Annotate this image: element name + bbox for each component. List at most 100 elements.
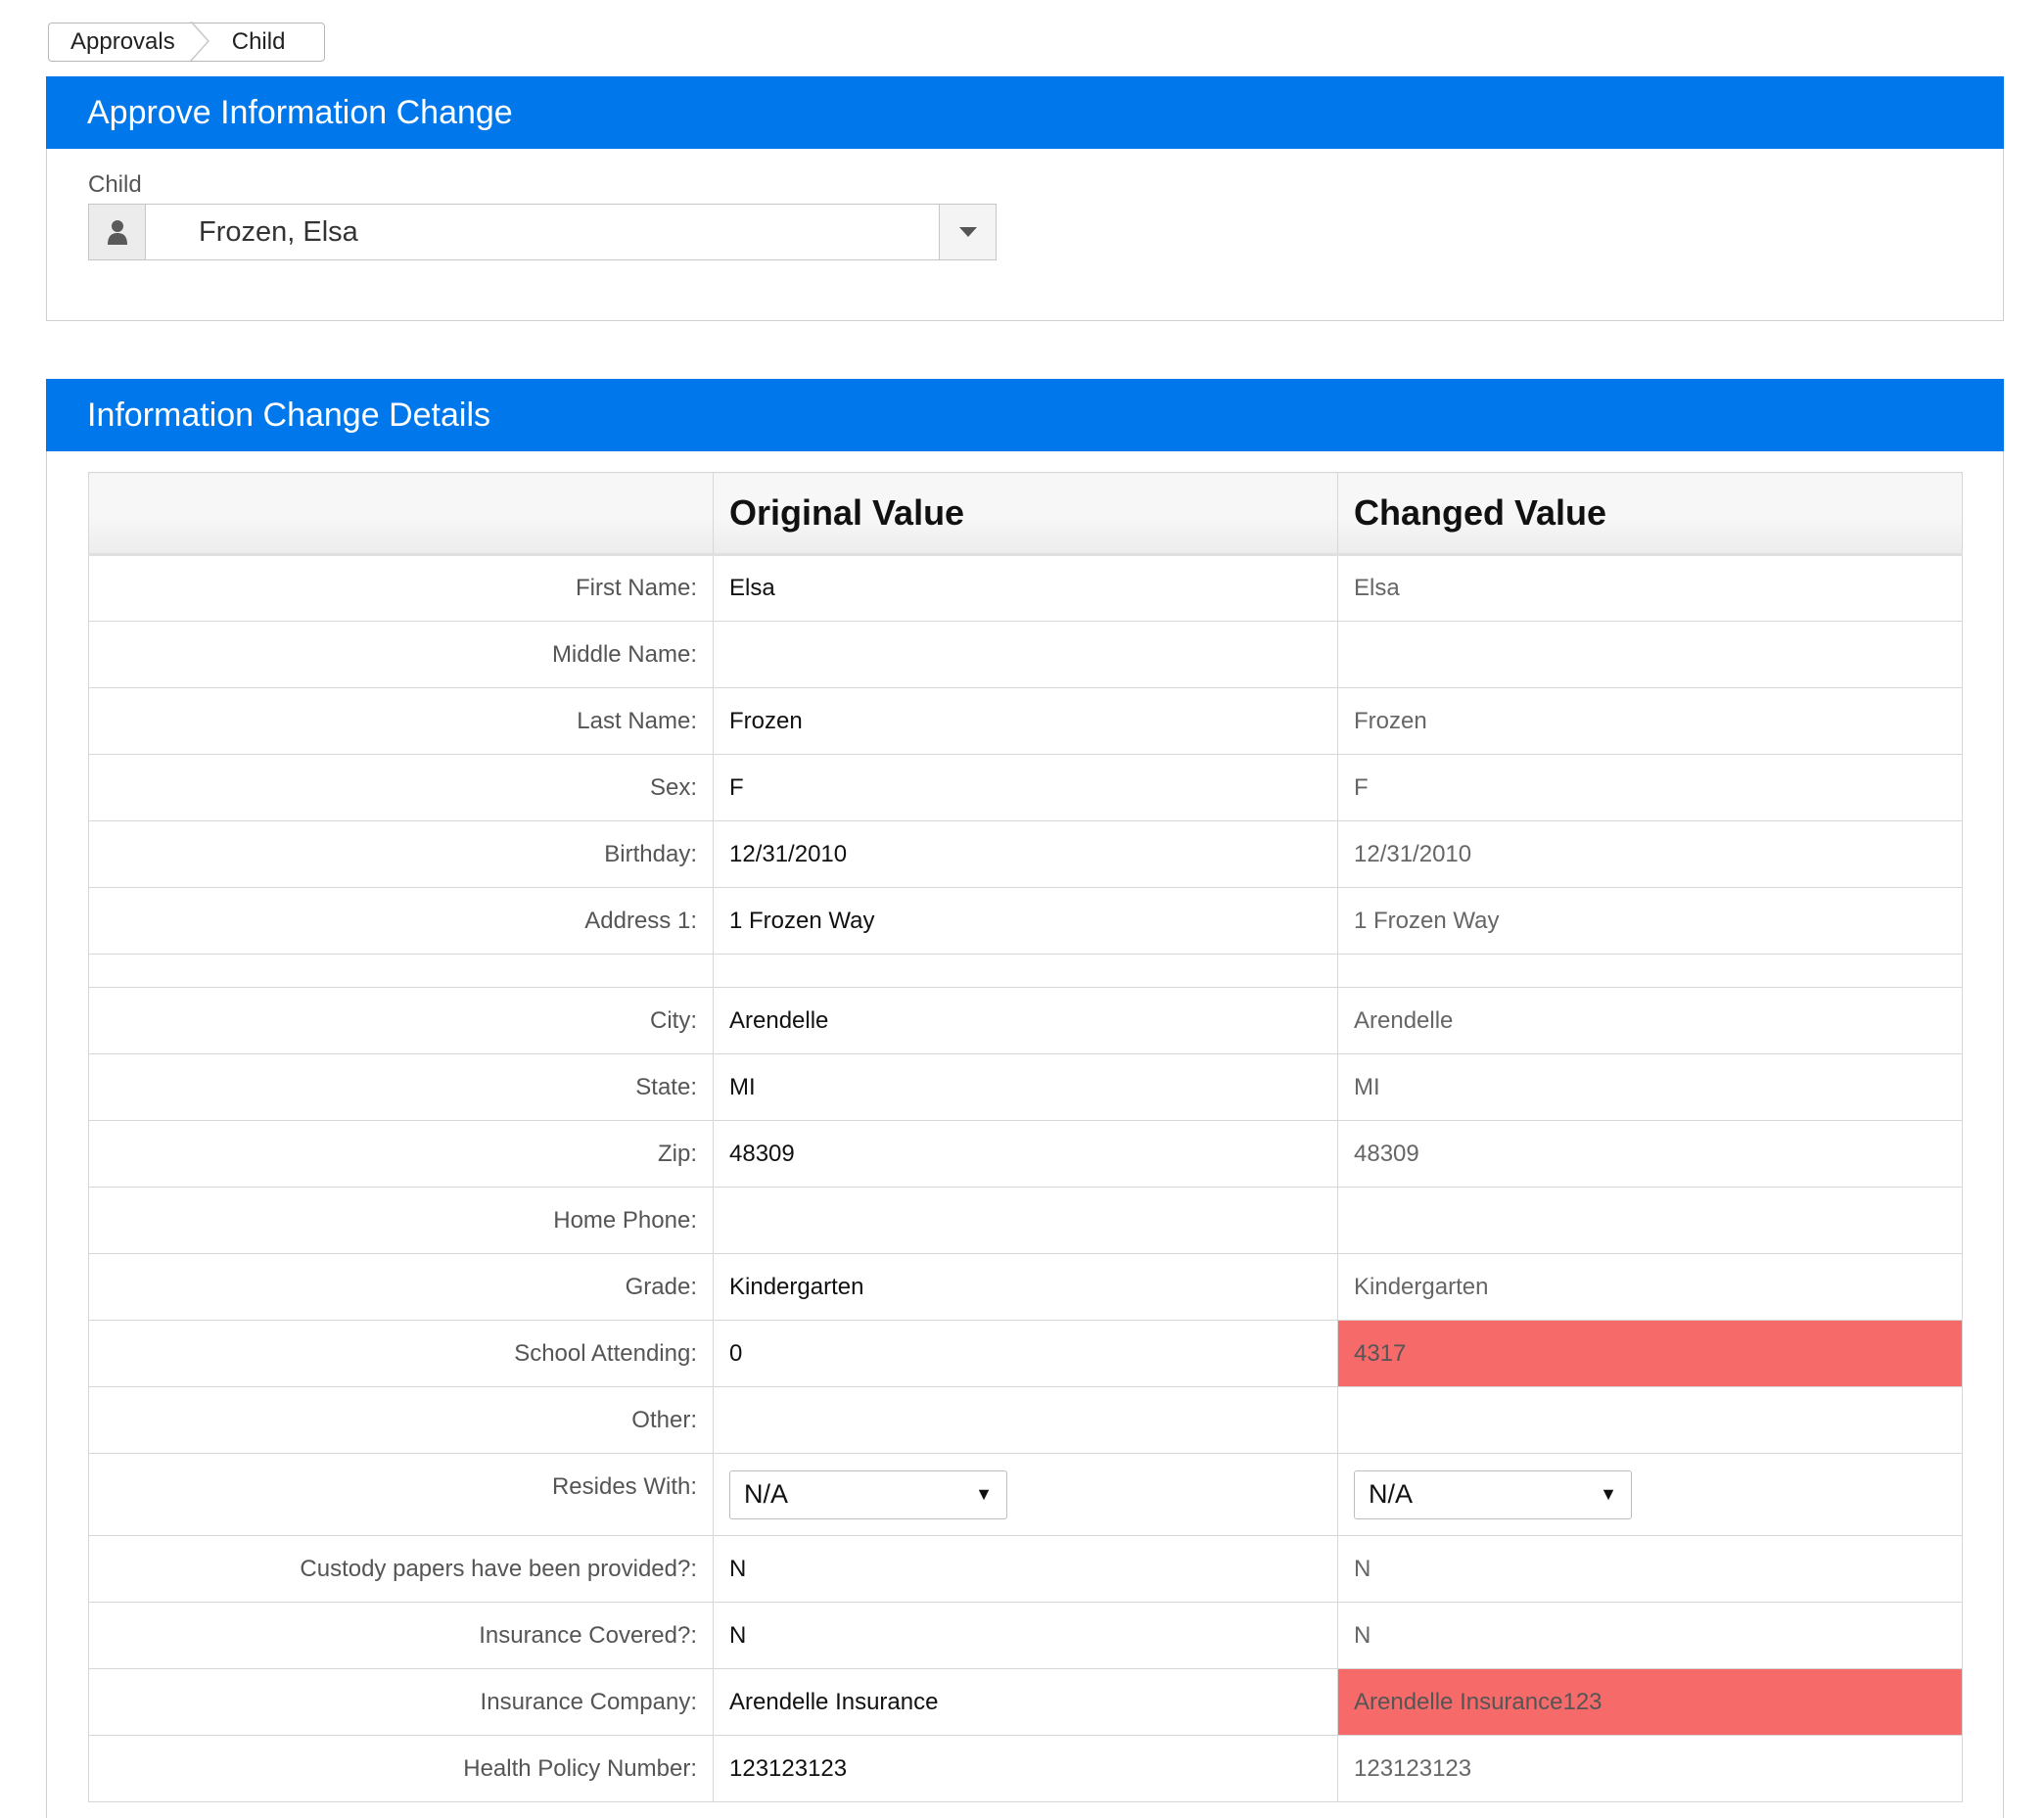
original-value bbox=[713, 1386, 1338, 1454]
row-label: Health Policy Number: bbox=[88, 1735, 714, 1802]
original-value: MI bbox=[713, 1053, 1338, 1121]
changed-value-cell: N/A ▼ bbox=[1337, 1453, 1963, 1536]
original-value: 12/31/2010 bbox=[713, 820, 1338, 888]
column-header-label bbox=[88, 472, 714, 556]
resides-with-changed-value: N/A bbox=[1369, 1479, 1414, 1509]
original-value: 123123123 bbox=[713, 1735, 1338, 1802]
table-row: Health Policy Number: 123123123 12312312… bbox=[88, 1735, 1963, 1802]
changed-value: Frozen bbox=[1337, 687, 1963, 755]
row-label: Resides With: bbox=[88, 1453, 714, 1536]
changed-value bbox=[1337, 621, 1963, 688]
original-value: Arendelle bbox=[713, 987, 1338, 1054]
breadcrumb-child[interactable]: Child bbox=[231, 28, 286, 55]
column-header-original: Original Value bbox=[713, 472, 1338, 556]
original-value bbox=[713, 954, 1338, 988]
table-row: Sex: F F bbox=[88, 754, 1963, 821]
table-row: Last Name: Frozen Frozen bbox=[88, 687, 1963, 755]
original-value bbox=[713, 1187, 1338, 1254]
breadcrumb-approvals[interactable]: Approvals bbox=[70, 28, 175, 55]
original-value: N bbox=[713, 1535, 1338, 1603]
row-label: First Name: bbox=[88, 554, 714, 622]
row-label bbox=[88, 954, 714, 988]
original-value: 48309 bbox=[713, 1120, 1338, 1188]
row-label: Other: bbox=[88, 1386, 714, 1454]
changed-value: MI bbox=[1337, 1053, 1963, 1121]
row-label: Insurance Company: bbox=[88, 1668, 714, 1736]
original-value: N bbox=[713, 1602, 1338, 1669]
table-row: City: Arendelle Arendelle bbox=[88, 987, 1963, 1054]
details-panel: Information Change Details Original Valu… bbox=[46, 379, 2004, 1818]
table-row: Middle Name: bbox=[88, 621, 1963, 688]
row-label: Custody papers have been provided?: bbox=[88, 1535, 714, 1603]
table-header-row: Original Value Changed Value bbox=[88, 472, 1963, 556]
row-label: Middle Name: bbox=[88, 621, 714, 688]
row-label: Grade: bbox=[88, 1253, 714, 1321]
row-label: Home Phone: bbox=[88, 1187, 714, 1254]
row-label: Address 1: bbox=[88, 887, 714, 955]
original-value: 0 bbox=[713, 1320, 1338, 1387]
row-label: Last Name: bbox=[88, 687, 714, 755]
details-table: Original Value Changed Value First Name:… bbox=[88, 472, 1963, 1802]
dropdown-arrow-icon: ▼ bbox=[1600, 1484, 1617, 1504]
child-select-value: Frozen, Elsa bbox=[199, 216, 358, 248]
child-label: Child bbox=[88, 171, 142, 198]
user-icon bbox=[89, 205, 146, 259]
table-row: Birthday: 12/31/2010 12/31/2010 bbox=[88, 820, 1963, 888]
resides-with-changed-select[interactable]: N/A ▼ bbox=[1354, 1469, 1632, 1519]
original-value: Elsa bbox=[713, 554, 1338, 622]
changed-value: Kindergarten bbox=[1337, 1253, 1963, 1321]
row-label: Zip: bbox=[88, 1120, 714, 1188]
details-panel-title: Information Change Details bbox=[46, 379, 2004, 451]
breadcrumb-separator-icon bbox=[189, 22, 210, 62]
table-row: Custody papers have been provided?: N N bbox=[88, 1535, 1963, 1603]
table-row: Other: bbox=[88, 1386, 1963, 1454]
row-label: State: bbox=[88, 1053, 714, 1121]
dropdown-arrow-icon: ▼ bbox=[975, 1484, 993, 1504]
row-label: Birthday: bbox=[88, 820, 714, 888]
changed-value: N bbox=[1337, 1535, 1963, 1603]
changed-value: Elsa bbox=[1337, 554, 1963, 622]
original-value bbox=[713, 621, 1338, 688]
table-row-address-2 bbox=[88, 954, 1963, 988]
changed-value: 12/31/2010 bbox=[1337, 820, 1963, 888]
table-row: Grade: Kindergarten Kindergarten bbox=[88, 1253, 1963, 1321]
original-value-cell: N/A ▼ bbox=[713, 1453, 1338, 1536]
approve-panel-title: Approve Information Change bbox=[46, 76, 2004, 149]
table-row: Address 1: 1 Frozen Way 1 Frozen Way bbox=[88, 887, 1963, 955]
changed-value: 1 Frozen Way bbox=[1337, 887, 1963, 955]
table-row: Insurance Covered?: N N bbox=[88, 1602, 1963, 1669]
changed-value-highlighted: 4317 bbox=[1337, 1320, 1963, 1387]
original-value: Kindergarten bbox=[713, 1253, 1338, 1321]
row-label: Sex: bbox=[88, 754, 714, 821]
changed-value: F bbox=[1337, 754, 1963, 821]
table-row: Insurance Company: Arendelle Insurance A… bbox=[88, 1668, 1963, 1736]
original-value: Arendelle Insurance bbox=[713, 1668, 1338, 1736]
original-value: F bbox=[713, 754, 1338, 821]
child-select[interactable]: Frozen, Elsa bbox=[88, 204, 997, 260]
table-row: Zip: 48309 48309 bbox=[88, 1120, 1963, 1188]
original-value: Frozen bbox=[713, 687, 1338, 755]
changed-value: N bbox=[1337, 1602, 1963, 1669]
table-row: Home Phone: bbox=[88, 1187, 1963, 1254]
original-value: 1 Frozen Way bbox=[713, 887, 1338, 955]
changed-value bbox=[1337, 1386, 1963, 1454]
table-row: State: MI MI bbox=[88, 1053, 1963, 1121]
resides-with-original-select[interactable]: N/A ▼ bbox=[729, 1469, 1007, 1519]
row-label: City: bbox=[88, 987, 714, 1054]
breadcrumb: Approvals Child bbox=[48, 22, 325, 62]
changed-value: 123123123 bbox=[1337, 1735, 1963, 1802]
table-row: Resides With: N/A ▼ N/A ▼ bbox=[88, 1453, 1963, 1536]
changed-value bbox=[1337, 954, 1963, 988]
changed-value: 48309 bbox=[1337, 1120, 1963, 1188]
changed-value bbox=[1337, 1187, 1963, 1254]
approve-panel: Approve Information Change Child Frozen,… bbox=[46, 76, 2004, 321]
row-label: School Attending: bbox=[88, 1320, 714, 1387]
row-label: Insurance Covered?: bbox=[88, 1602, 714, 1669]
caret-down-icon[interactable] bbox=[939, 205, 996, 259]
table-row: School Attending: 0 4317 bbox=[88, 1320, 1963, 1387]
column-header-changed: Changed Value bbox=[1337, 472, 1963, 556]
resides-with-original-value: N/A bbox=[744, 1479, 789, 1509]
changed-value: Arendelle bbox=[1337, 987, 1963, 1054]
changed-value-highlighted: Arendelle Insurance123 bbox=[1337, 1668, 1963, 1736]
table-row: First Name: Elsa Elsa bbox=[88, 554, 1963, 622]
